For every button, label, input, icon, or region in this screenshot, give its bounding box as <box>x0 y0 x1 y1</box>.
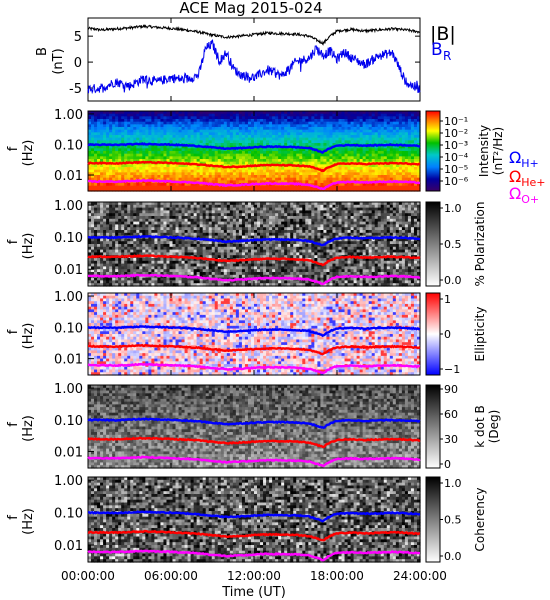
colorbar-tick-label: 0.5 <box>444 238 462 251</box>
colorbar: 1.0 0.5 0.0 Coherency <box>426 477 487 563</box>
y-tick-label: 1.00 <box>54 108 83 123</box>
y-tick-label: -5 <box>69 82 82 97</box>
colorbar-unit: (nT²/Hz) <box>491 127 505 175</box>
spectrogram-cells <box>88 293 421 376</box>
legend-br-subscript: R <box>443 49 451 63</box>
colorbar-label: k dot B <box>473 405 487 447</box>
y-axis-label: f <box>6 146 21 151</box>
y-tick-label: 0.10 <box>54 231 83 246</box>
spectrogram-panel-3: 1.00 0.10 0.01 f (Hz) 1 0 −1 Ellipticity <box>6 290 487 376</box>
y-axis-label: f <box>6 329 21 334</box>
spectrogram-panel-2: 1.00 0.10 0.01 f (Hz) 1.0 0.5 0.0 % Polarization <box>6 199 487 287</box>
colorbar-scale <box>426 385 440 468</box>
colorbar-tick-label: 90 <box>444 383 458 396</box>
colorbar-tick-label: 60 <box>444 408 458 421</box>
legend-br: B <box>431 40 443 60</box>
colorbar-label: Ellipticity <box>473 307 487 362</box>
x-tick-label: 06:00:00 <box>144 569 198 583</box>
colorbar-scale <box>426 477 440 562</box>
spectrogram-panel-5: 1.00 0.10 0.01 f (Hz) 1.0 0.5 0.0 Coherency <box>6 474 487 563</box>
colorbar-scale <box>426 111 440 191</box>
colorbar-unit: (Deg) <box>487 410 501 444</box>
y-tick-label: 0.10 <box>54 507 83 522</box>
y-axis-unit: (nT) <box>51 48 66 74</box>
colorbar-tick-label: 0.0 <box>444 550 462 563</box>
x-axis-label: Time (UT) <box>221 585 286 600</box>
y-tick-label: 5 <box>74 30 82 45</box>
y-tick-label: 0.01 <box>54 169 83 184</box>
y-axis-unit: (Hz) <box>21 508 36 535</box>
y-tick-label: 0.10 <box>54 138 83 153</box>
y-tick-label: 1.00 <box>54 382 83 397</box>
x-tick-label: 00:00:00 <box>61 569 115 583</box>
x-tick-label: 12:00:00 <box>227 569 281 583</box>
colorbar-tick-label: 0.5 <box>444 514 462 527</box>
colorbar-tick-label: 10⁻⁶ <box>444 175 469 188</box>
colorbar-tick-label: 1.0 <box>444 477 462 490</box>
colorbar-tick-label: −1 <box>444 363 460 376</box>
colorbar-tick-label: 30 <box>444 433 458 446</box>
y-axis-label: f <box>6 515 21 520</box>
y-axis-label: f <box>6 239 21 244</box>
y-tick-label: 1.00 <box>54 290 83 305</box>
y-axis-label: B <box>35 47 50 56</box>
y-tick-label: 0 <box>74 56 82 71</box>
y-tick-label: 0.01 <box>54 539 83 554</box>
spectrogram-panel-1: 1.000.100.01f (Hz)10⁻¹10⁻²10⁻³10⁻⁴10⁻⁵10⁻… <box>6 108 546 206</box>
y-axis-unit: (Hz) <box>21 323 36 350</box>
spectrogram-panel-4: 1.00 0.10 0.01 f (Hz) 90 60 30 0 k dot B (Deg) <box>6 382 501 471</box>
b-field-panel: 50-5B (nT)|B|B R <box>35 18 456 101</box>
chart-title: ACE Mag 2015-024 <box>179 0 322 17</box>
spectrogram-cells <box>88 111 421 192</box>
y-tick-label: 1.00 <box>54 474 83 489</box>
colorbar-tick-label: 0.0 <box>444 274 462 287</box>
gyro-legend: ΩH+ΩHe+ΩO+ <box>509 148 546 206</box>
x-tick-label: 18:00:00 <box>310 569 364 583</box>
colorbar: 1 0 −1 Ellipticity <box>426 293 487 376</box>
colorbar-tick-label: 0 <box>444 458 451 471</box>
y-tick-label: 1.00 <box>54 199 83 214</box>
colorbar-tick-label: 1 <box>444 293 451 306</box>
colorbar: 90 60 30 0 k dot B (Deg) <box>426 383 501 471</box>
y-tick-label: 0.01 <box>54 353 83 368</box>
y-axis-unit: (Hz) <box>21 233 36 260</box>
x-tick-label: 24:00:00 <box>393 569 447 583</box>
y-tick-label: 0.10 <box>54 321 83 336</box>
colorbar-tick-label: 1.0 <box>444 202 462 215</box>
colorbar-label: % Polarization <box>473 202 487 287</box>
y-tick-label: 0.10 <box>54 414 83 429</box>
colorbar-scale <box>426 202 440 286</box>
y-axis-unit: (Hz) <box>21 415 36 442</box>
y-axis-label: f <box>6 422 21 427</box>
colorbar-label: Intensity <box>477 125 491 177</box>
colorbar-label: Coherency <box>473 487 487 551</box>
colorbar-scale <box>426 293 440 375</box>
y-tick-label: 0.01 <box>54 445 83 460</box>
y-axis-unit: (Hz) <box>21 140 36 167</box>
spectrogram-cells <box>88 477 421 563</box>
y-tick-label: 0.01 <box>54 263 83 278</box>
colorbar: 1.0 0.5 0.0 % Polarization <box>426 202 487 287</box>
colorbar-tick-label: 0 <box>444 328 451 341</box>
